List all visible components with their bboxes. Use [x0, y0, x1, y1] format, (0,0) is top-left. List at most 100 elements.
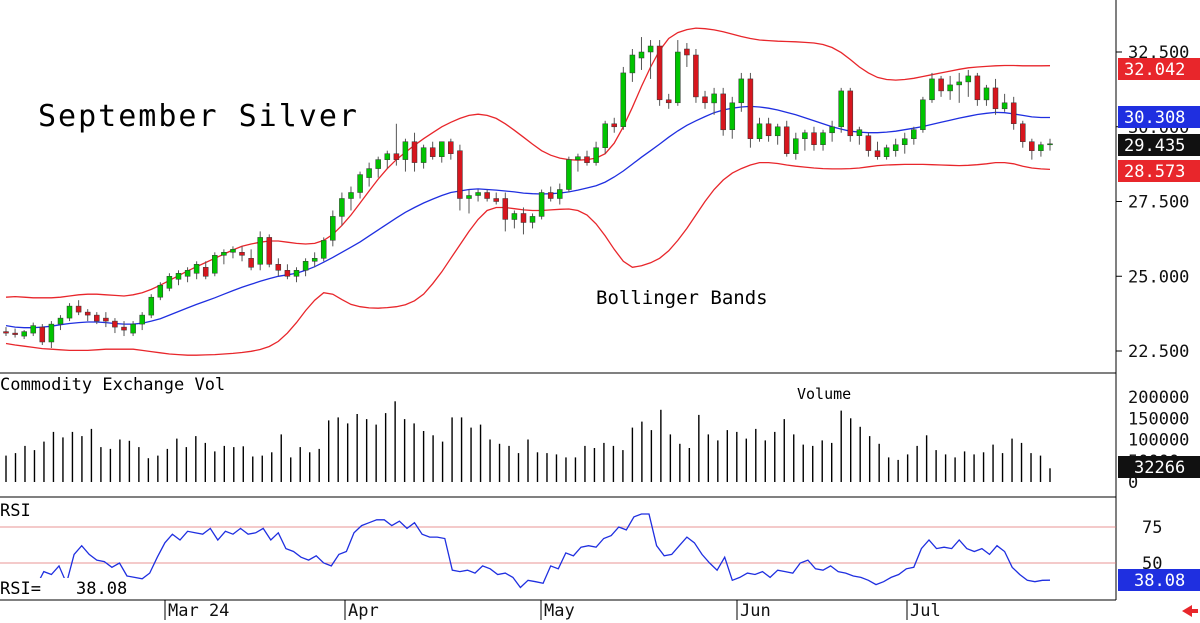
candle — [1047, 138, 1053, 151]
svg-text:32266: 32266 — [1134, 458, 1185, 478]
candle-body — [547, 192, 554, 199]
candle-body — [39, 326, 46, 343]
candle-body — [938, 78, 944, 92]
candle — [865, 132, 872, 157]
candle-body — [774, 126, 781, 137]
candle — [720, 87, 726, 136]
candle-body — [629, 54, 636, 74]
candle — [920, 96, 926, 133]
candle — [466, 189, 472, 214]
candle — [121, 321, 127, 337]
candle-body — [901, 138, 908, 145]
candle-body — [448, 141, 454, 154]
candle — [12, 328, 18, 338]
lower-bollinger-band — [5, 161, 1051, 356]
candle-body — [702, 96, 708, 104]
candle — [112, 318, 118, 334]
candle-body — [511, 213, 518, 220]
candle-body — [30, 325, 36, 334]
candle-body — [502, 198, 509, 220]
candle-body — [311, 258, 318, 262]
candle-body — [357, 174, 363, 193]
candle-body — [284, 270, 291, 277]
candle — [175, 270, 182, 286]
candle-body — [393, 153, 400, 160]
candle — [901, 132, 908, 154]
candle — [756, 117, 763, 142]
candle — [684, 43, 690, 67]
candle-body — [184, 270, 191, 277]
candle — [511, 210, 518, 229]
candle-body — [1029, 141, 1035, 151]
candle-body — [75, 305, 82, 313]
candle — [874, 141, 881, 160]
rsi-panel — [0, 513, 1116, 589]
candle-body — [339, 198, 345, 217]
candle-body — [920, 99, 926, 130]
candle — [148, 294, 155, 319]
candle — [783, 120, 790, 157]
candle — [638, 37, 645, 70]
arrow-left-icon[interactable] — [1182, 605, 1198, 617]
candle — [3, 327, 9, 337]
bollinger-annotation: Bollinger Bands — [596, 287, 768, 309]
candle-body — [57, 317, 64, 325]
svg-text:38.08: 38.08 — [1134, 571, 1185, 591]
upper-bollinger-band — [5, 27, 1051, 299]
candle — [457, 144, 463, 211]
candle — [820, 129, 826, 151]
volume-annotation: Volume — [797, 385, 851, 403]
candle-body — [929, 78, 935, 101]
date-tick-label: Jun — [740, 601, 771, 621]
candle-body — [103, 317, 109, 322]
candle-body — [756, 123, 763, 139]
candle-body — [983, 87, 990, 101]
candle-body — [275, 264, 282, 271]
candle-body — [865, 135, 872, 151]
candle-body — [1001, 102, 1008, 110]
candle-body — [293, 270, 300, 277]
candle — [348, 186, 354, 211]
candle — [357, 171, 363, 199]
candle — [711, 87, 717, 115]
candle-body — [493, 198, 499, 202]
candle-body — [675, 51, 681, 104]
candle — [629, 49, 636, 82]
candle — [139, 312, 145, 331]
candle-body — [429, 147, 436, 157]
candle-body — [121, 326, 127, 331]
candle — [802, 129, 808, 151]
candle — [811, 126, 817, 151]
candle-body — [3, 331, 9, 334]
candle-body — [1038, 144, 1044, 151]
date-tick-label: Mar 24 — [168, 601, 229, 621]
candle-body — [911, 129, 917, 139]
candle — [66, 303, 73, 322]
price-tick-label: 22.500 — [1128, 342, 1189, 362]
price-tick-label: 25.000 — [1128, 267, 1189, 287]
candle — [774, 123, 781, 145]
price-panel — [3, 27, 1053, 356]
candle — [302, 258, 309, 277]
candle — [929, 72, 935, 103]
candle — [193, 261, 200, 280]
rsi-readout-bg — [0, 578, 132, 598]
candle — [593, 141, 599, 166]
candle — [275, 258, 282, 277]
candle — [393, 123, 400, 166]
date-tick-label: Apr — [348, 601, 379, 621]
candle — [538, 189, 545, 220]
candle-body — [239, 252, 245, 256]
candle-body — [457, 150, 463, 199]
rsi-tick-label: 75 — [1142, 518, 1162, 538]
candle — [475, 189, 481, 202]
rsi-readout-label: RSI= — [0, 579, 41, 599]
candle-body — [402, 141, 409, 160]
candle — [602, 120, 608, 154]
candle-body — [411, 141, 418, 163]
candle — [448, 138, 454, 160]
candle-body — [157, 284, 164, 298]
candle — [339, 192, 345, 226]
candle-body — [838, 90, 844, 128]
